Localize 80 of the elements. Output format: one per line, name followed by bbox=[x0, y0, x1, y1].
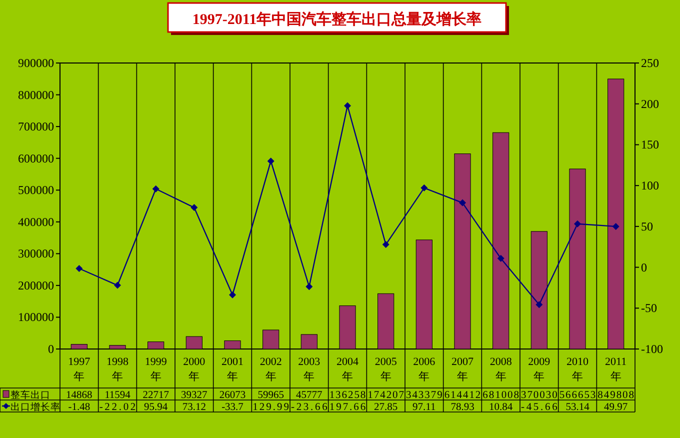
data-label: 136258 bbox=[329, 390, 366, 401]
data-label: 614412 bbox=[444, 390, 481, 401]
y-tick-label: 100000 bbox=[18, 310, 54, 324]
data-label: 73.12 bbox=[182, 402, 206, 413]
y2-tick-label: 50 bbox=[641, 219, 653, 234]
data-label: 174207 bbox=[368, 390, 404, 401]
x-tick-label: 2011年 bbox=[605, 356, 627, 383]
point bbox=[344, 102, 351, 110]
y-tick-label: 600000 bbox=[18, 151, 54, 166]
data-label: 566653 bbox=[559, 390, 596, 401]
point bbox=[420, 184, 428, 192]
y2-tick-label: -50 bbox=[641, 301, 657, 316]
y-tick-label: 800000 bbox=[18, 88, 54, 102]
x-tick-label: 2003年 bbox=[298, 356, 321, 383]
y-tick-label: 700000 bbox=[18, 120, 54, 134]
y2-tick-label: 150 bbox=[641, 138, 659, 152]
data-label: 129.99 bbox=[252, 402, 289, 413]
data-label: 14868 bbox=[66, 390, 92, 401]
point bbox=[536, 301, 543, 308]
data-label: 11594 bbox=[104, 390, 132, 401]
x-tick-label: 2010年 bbox=[566, 356, 589, 383]
x-tick-label: 2009年 bbox=[528, 356, 551, 383]
data-label: 53.14 bbox=[566, 402, 590, 413]
y-tick-label: 400000 bbox=[18, 214, 54, 229]
y-tick-label: 300000 bbox=[18, 246, 54, 261]
legend-label: 整车出口 bbox=[10, 389, 50, 401]
x-tick-label: 1998年 bbox=[106, 356, 129, 383]
data-label: -1.48 bbox=[68, 402, 90, 413]
data-label: 39327 bbox=[181, 390, 208, 401]
chart-title: 1997-2011年中国汽车整车出口总量及增长率 bbox=[192, 10, 482, 28]
point bbox=[267, 158, 274, 165]
data-label: 78.93 bbox=[450, 402, 474, 413]
data-label: 681008 bbox=[482, 390, 519, 401]
data-label: -33.7 bbox=[222, 402, 244, 413]
y-tick-label: 900000 bbox=[18, 56, 54, 70]
x-tick-label: 2004年 bbox=[336, 356, 359, 383]
x-tick-label: 2002年 bbox=[260, 356, 282, 383]
y2-tick-label: 200 bbox=[641, 96, 659, 111]
point bbox=[459, 199, 466, 206]
data-label: 27.85 bbox=[374, 402, 398, 413]
data-label: -45.66 bbox=[521, 402, 558, 413]
y-tick-label: 0 bbox=[48, 342, 54, 356]
data-label: 370030 bbox=[521, 390, 558, 401]
x-tick-label: 2005年 bbox=[374, 356, 398, 383]
point bbox=[306, 283, 313, 290]
data-label: -22.02 bbox=[99, 402, 136, 413]
data-label: 343379 bbox=[406, 390, 442, 401]
y-tick-label: 200000 bbox=[18, 278, 54, 292]
y2-tick-label: 0 bbox=[641, 260, 647, 274]
point bbox=[152, 185, 160, 192]
x-tick-label: 2001年 bbox=[222, 356, 244, 383]
x-tick-label: 1999年 bbox=[144, 356, 168, 383]
point bbox=[229, 291, 236, 298]
data-label: 45777 bbox=[296, 390, 322, 401]
point bbox=[612, 222, 620, 230]
x-tick-label: 2006年 bbox=[413, 356, 436, 383]
x-tick-label: 2007年 bbox=[452, 356, 474, 383]
data-label: 26073 bbox=[219, 390, 246, 401]
data-label: 197.66 bbox=[329, 402, 366, 413]
data-label: 849808 bbox=[598, 390, 634, 401]
data-label: -23.66 bbox=[291, 402, 328, 413]
data-label: 95.94 bbox=[144, 402, 168, 413]
x-tick-label: 2000年 bbox=[183, 356, 206, 383]
point bbox=[574, 220, 581, 228]
point bbox=[114, 282, 121, 289]
data-label: 59965 bbox=[258, 390, 284, 401]
y2-tick-label: -100 bbox=[641, 342, 663, 356]
y2-tick-label: 250 bbox=[641, 56, 659, 70]
y-tick-label: 500000 bbox=[18, 183, 54, 198]
point bbox=[190, 204, 198, 212]
data-label: 97.11 bbox=[412, 402, 436, 413]
data-label: 22717 bbox=[142, 390, 169, 401]
data-label: 49.97 bbox=[604, 402, 628, 413]
y2-tick-label: 100 bbox=[641, 178, 659, 193]
point bbox=[497, 254, 504, 262]
data-label: 10.84 bbox=[489, 402, 514, 413]
x-tick-label: 2008年 bbox=[490, 356, 512, 383]
point bbox=[382, 241, 390, 248]
point bbox=[76, 264, 83, 272]
x-tick-label: 1997年 bbox=[68, 356, 91, 383]
